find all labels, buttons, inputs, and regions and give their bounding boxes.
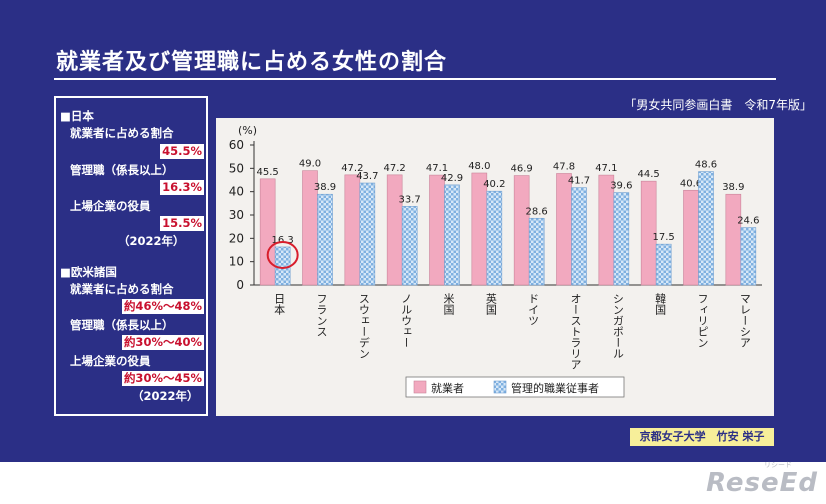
legend-swatch-employed bbox=[413, 380, 427, 394]
japan-year: （2022年） bbox=[118, 234, 185, 248]
data-label: 28.6 bbox=[526, 206, 548, 217]
western-heading: ■欧米諸国 bbox=[60, 265, 117, 279]
bar-managerial bbox=[274, 246, 291, 286]
western-item-label: 管理職（係長以上） bbox=[70, 318, 174, 332]
x-tick-label: フィリピン bbox=[696, 293, 709, 348]
bar-managerial bbox=[528, 217, 545, 286]
data-label: 46.9 bbox=[511, 164, 533, 175]
data-label: 47.1 bbox=[595, 163, 617, 174]
bar-employed bbox=[725, 193, 742, 286]
bar-managerial bbox=[613, 192, 630, 286]
japan-item-label: 上場企業の役員 bbox=[70, 199, 151, 213]
data-label: 17.5 bbox=[653, 232, 675, 243]
bar-employed bbox=[556, 173, 572, 286]
japan-item-value: 16.3% bbox=[160, 180, 204, 195]
legend-box bbox=[405, 376, 625, 398]
bar-employed bbox=[344, 174, 361, 286]
x-tick-label: 米国 bbox=[442, 293, 455, 316]
data-label: 24.6 bbox=[737, 216, 759, 227]
data-label: 38.9 bbox=[314, 182, 336, 193]
bar-employed bbox=[386, 174, 403, 286]
logo-subtext: リシード bbox=[764, 461, 792, 469]
data-label: 47.2 bbox=[384, 163, 406, 174]
bar-managerial bbox=[317, 193, 333, 286]
japan-item-value: 15.5% bbox=[160, 216, 204, 231]
y-tick-label: 10 bbox=[229, 255, 244, 269]
western-item-value: 約46%～48% bbox=[121, 299, 204, 314]
data-label: 45.5 bbox=[257, 167, 279, 178]
summary-panel: ■日本 就業者に占める割合 45.5% 管理職（係長以上） 16.3% 上場企業… bbox=[54, 96, 208, 416]
bar-managerial bbox=[359, 182, 376, 286]
legend-label-employed: 就業者 bbox=[431, 381, 464, 395]
x-tick-label: マレーシア bbox=[738, 293, 751, 348]
western-item-value: 約30%～40% bbox=[121, 335, 204, 350]
bar-employed bbox=[513, 175, 530, 286]
x-tick-label: フランス bbox=[315, 293, 328, 337]
bar-managerial bbox=[444, 184, 460, 286]
y-tick-label: 60 bbox=[229, 138, 244, 152]
highlight-circle bbox=[266, 240, 299, 269]
page-title: 就業者及び管理職に占める女性の割合 bbox=[56, 50, 448, 75]
western-item-value: 約30%～45% bbox=[121, 371, 204, 386]
y-tick-label: 50 bbox=[229, 161, 244, 175]
bar-managerial bbox=[486, 190, 503, 286]
japan-item-label: 管理職（係長以上） bbox=[70, 163, 174, 177]
data-label: 49.0 bbox=[299, 159, 321, 170]
japan-item-value: 45.5% bbox=[160, 144, 204, 159]
x-tick-label: 韓国 bbox=[654, 293, 667, 316]
x-tick-label: スウェーデン bbox=[357, 293, 370, 359]
data-label: 48.0 bbox=[468, 161, 490, 172]
data-label: 44.5 bbox=[638, 169, 660, 180]
data-label: 47.1 bbox=[426, 163, 448, 174]
rese-ed-logo: ReseEd bbox=[706, 468, 818, 498]
bar-managerial bbox=[655, 243, 672, 286]
chart-panel: (%) 0 10 20 30 40 50 60 45.5 16.3 日本 49.0 38.9 フランス 47… bbox=[216, 118, 774, 416]
bar-managerial bbox=[571, 187, 587, 286]
data-label: 48.6 bbox=[695, 160, 717, 171]
data-label: 16.3 bbox=[272, 235, 294, 246]
data-label: 38.9 bbox=[722, 182, 744, 193]
title-divider bbox=[54, 78, 776, 80]
x-tick-label: 日本 bbox=[273, 293, 286, 316]
y-tick-label: 30 bbox=[229, 208, 244, 222]
data-label: 41.7 bbox=[568, 176, 590, 187]
y-axis-label: (%) bbox=[238, 124, 257, 137]
western-year: （2022年） bbox=[132, 389, 199, 403]
x-tick-label: ノルウェー bbox=[400, 293, 413, 348]
bar-employed bbox=[640, 180, 657, 286]
japan-heading: ■日本 bbox=[60, 109, 94, 123]
author-credit: 京都女子大学 竹安 栄子 bbox=[630, 428, 774, 446]
data-label: 47.8 bbox=[553, 161, 575, 172]
bar-employed bbox=[259, 178, 276, 286]
bar-employed bbox=[429, 174, 445, 286]
data-label: 42.9 bbox=[441, 173, 463, 184]
x-tick-label: オーストラリア bbox=[569, 293, 582, 370]
data-label: 43.7 bbox=[356, 171, 378, 182]
bar-managerial bbox=[401, 206, 418, 286]
western-item-label: 上場企業の役員 bbox=[70, 354, 151, 368]
data-label: 33.7 bbox=[399, 194, 421, 205]
data-label: 40.2 bbox=[483, 179, 505, 190]
western-item-label: 就業者に占める割合 bbox=[70, 282, 174, 296]
bar-employed bbox=[683, 189, 699, 286]
japan-item-label: 就業者に占める割合 bbox=[70, 126, 174, 140]
data-label: 47.2 bbox=[341, 163, 363, 174]
bar-managerial bbox=[740, 227, 757, 286]
legend-label-managerial: 管理的職業従事者 bbox=[511, 381, 599, 395]
bar-chart: (%) 0 10 20 30 40 50 60 45.5 16.3 日本 49.0 38.9 フランス 47… bbox=[229, 124, 762, 398]
data-label: 40.6 bbox=[680, 178, 702, 189]
data-label: 39.6 bbox=[610, 181, 632, 192]
x-tick-label: ドイツ bbox=[527, 293, 540, 326]
bar-managerial bbox=[698, 171, 714, 286]
y-tick-label: 40 bbox=[229, 185, 244, 199]
y-tick-label: 0 bbox=[236, 278, 244, 292]
x-tick-label: シンガポール bbox=[611, 293, 624, 359]
x-tick-label: 英国 bbox=[484, 292, 497, 316]
legend-swatch-managerial bbox=[493, 380, 507, 394]
source-caption: 「男女共同参画白書 令和7年版」 bbox=[624, 98, 812, 112]
slide-background: 就業者及び管理職に占める女性の割合 ■日本 就業者に占める割合 45.5% 管理… bbox=[0, 0, 826, 462]
y-tick-label: 20 bbox=[229, 231, 244, 245]
